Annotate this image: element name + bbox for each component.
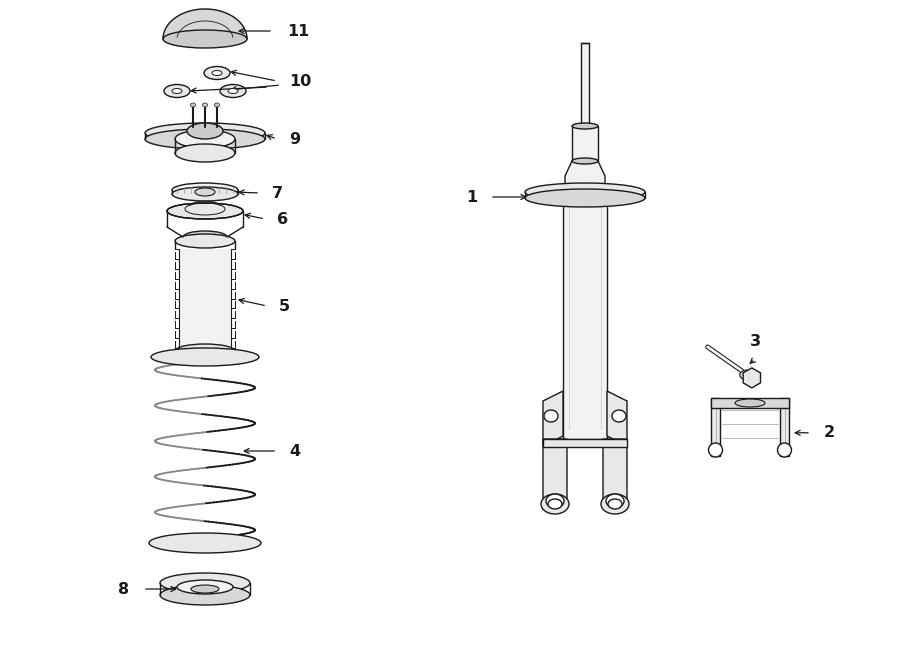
Ellipse shape	[177, 580, 233, 594]
Polygon shape	[603, 439, 627, 509]
Ellipse shape	[195, 188, 215, 196]
Text: 10: 10	[289, 73, 311, 89]
Text: 7: 7	[272, 186, 284, 200]
Ellipse shape	[214, 103, 220, 107]
Ellipse shape	[228, 89, 238, 93]
Ellipse shape	[601, 494, 629, 514]
Ellipse shape	[164, 85, 190, 98]
Ellipse shape	[163, 30, 247, 48]
Ellipse shape	[740, 370, 756, 380]
Ellipse shape	[172, 187, 238, 201]
Ellipse shape	[202, 103, 208, 107]
Ellipse shape	[187, 128, 223, 144]
Ellipse shape	[606, 494, 624, 508]
Ellipse shape	[572, 123, 598, 129]
Ellipse shape	[172, 183, 238, 197]
Ellipse shape	[175, 144, 235, 162]
Ellipse shape	[160, 585, 250, 605]
Text: 11: 11	[287, 24, 310, 38]
Ellipse shape	[608, 499, 622, 509]
Polygon shape	[543, 439, 567, 509]
Ellipse shape	[145, 123, 265, 143]
Ellipse shape	[220, 85, 246, 98]
Ellipse shape	[191, 585, 219, 593]
Ellipse shape	[778, 443, 791, 457]
Ellipse shape	[212, 71, 222, 75]
Text: 8: 8	[118, 582, 129, 596]
Ellipse shape	[572, 158, 598, 164]
Ellipse shape	[546, 494, 564, 508]
Text: 2: 2	[824, 425, 835, 440]
Ellipse shape	[525, 183, 645, 201]
Polygon shape	[780, 398, 789, 456]
Text: 9: 9	[289, 132, 300, 147]
Ellipse shape	[525, 189, 645, 207]
Polygon shape	[543, 391, 563, 446]
Polygon shape	[163, 9, 247, 39]
Polygon shape	[543, 439, 627, 447]
Ellipse shape	[175, 130, 235, 148]
Ellipse shape	[544, 410, 558, 422]
Polygon shape	[711, 398, 720, 456]
Ellipse shape	[151, 348, 259, 366]
Polygon shape	[743, 368, 760, 388]
Ellipse shape	[563, 194, 607, 202]
Bar	[572, 126, 598, 161]
Ellipse shape	[183, 231, 227, 243]
Text: 6: 6	[277, 212, 288, 227]
Text: 3: 3	[750, 334, 760, 349]
Ellipse shape	[735, 399, 765, 407]
Ellipse shape	[167, 203, 243, 219]
Bar	[563, 198, 607, 439]
Ellipse shape	[175, 344, 235, 358]
Ellipse shape	[541, 494, 569, 514]
Polygon shape	[607, 391, 627, 446]
Text: 1: 1	[466, 190, 477, 204]
Ellipse shape	[191, 103, 195, 107]
Polygon shape	[565, 161, 605, 196]
Text: 4: 4	[289, 444, 300, 459]
Ellipse shape	[612, 410, 626, 422]
Ellipse shape	[145, 129, 265, 149]
Text: 5: 5	[279, 299, 290, 313]
Bar	[179, 249, 231, 351]
Ellipse shape	[548, 499, 562, 509]
Bar	[720, 398, 780, 456]
Ellipse shape	[160, 573, 250, 593]
Ellipse shape	[187, 123, 223, 139]
Bar	[581, 43, 589, 126]
Ellipse shape	[149, 533, 261, 553]
Polygon shape	[711, 398, 789, 408]
Ellipse shape	[204, 67, 230, 79]
Ellipse shape	[708, 443, 723, 457]
Ellipse shape	[175, 234, 235, 248]
Ellipse shape	[172, 89, 182, 93]
